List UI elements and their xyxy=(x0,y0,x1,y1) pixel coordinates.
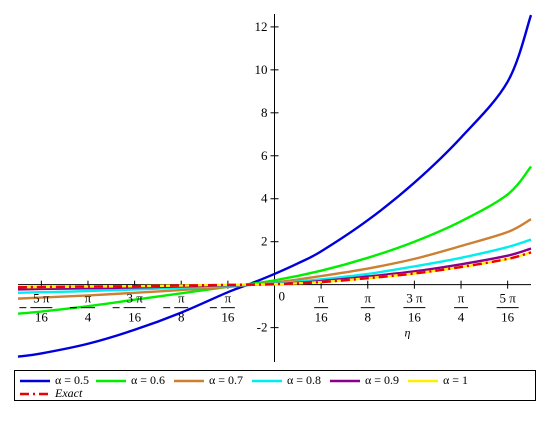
x-tick-denominator: 16 xyxy=(35,310,49,325)
legend-swatch xyxy=(330,379,360,383)
x-tick-denominator: 16 xyxy=(501,310,515,325)
legend-item: Exact xyxy=(19,387,95,400)
legend-swatch xyxy=(20,392,50,396)
legend-label: α = 0.6 xyxy=(131,373,166,387)
legend-label: α = 1 xyxy=(443,373,469,387)
series-layer xyxy=(17,14,533,358)
legend-label: α = 0.9 xyxy=(365,373,400,387)
x-tick-numerator: π xyxy=(364,291,371,306)
legend-label: Exact xyxy=(55,386,83,400)
series-line-2 xyxy=(17,165,532,315)
x-tick-numerator: π xyxy=(458,291,465,306)
y-tick-label: 6 xyxy=(261,148,268,163)
x-tick-denominator: 8 xyxy=(365,310,372,325)
x-tick-label: π8 xyxy=(360,291,375,325)
x-tick-denominator: 16 xyxy=(315,310,329,325)
x-tick-label: 5 π16 xyxy=(496,291,519,325)
y-tick-label: 10 xyxy=(255,62,268,77)
legend-label: α = 0.7 xyxy=(209,373,244,387)
x-tick-numerator: π xyxy=(318,291,325,306)
x-tick-label: 3 π16 xyxy=(403,291,426,325)
legend-item: α = 0.6 xyxy=(95,374,171,387)
x-tick-label: π4 xyxy=(454,291,469,325)
legend-label: α = 0.8 xyxy=(287,373,322,387)
series-line-7 xyxy=(17,251,532,289)
x-tick-label: π4 xyxy=(69,291,95,325)
x-tick-denominator: 16 xyxy=(128,310,142,325)
x-tick-denominator: 4 xyxy=(85,310,92,325)
y-tick-label: 4 xyxy=(261,191,268,206)
legend-swatch xyxy=(408,379,438,383)
legend-swatch xyxy=(20,379,50,383)
x-tick-numerator: π xyxy=(225,291,232,306)
x-tick-numerator: π xyxy=(85,291,92,306)
legend-label: α = 0.5 xyxy=(55,373,90,387)
legend-swatch xyxy=(96,379,126,383)
y-tick-label: 12 xyxy=(255,19,268,34)
x-tick-numerator: 3 π xyxy=(126,291,143,306)
x-tick-denominator: 4 xyxy=(458,310,465,325)
legend: α = 0.5 α = 0.6 α = 0.7 α = 0.8 α = 0.9 α = 1… xyxy=(14,370,536,401)
legend-swatch xyxy=(174,379,204,383)
x-tick-label: π8 xyxy=(163,291,189,325)
x-tick-label: π 16 xyxy=(314,291,329,325)
x-tick-numerator: π xyxy=(178,291,185,306)
x-tick-numerator: 5 π xyxy=(33,291,50,306)
series-line-1 xyxy=(17,14,533,358)
y-tick-label: 8 xyxy=(261,105,268,120)
x-tick-denominator: 16 xyxy=(221,310,235,325)
x-axis-label: η xyxy=(405,326,411,340)
y-tick-label: -2 xyxy=(257,320,268,335)
axes xyxy=(18,14,531,362)
x-tick-denominator: 16 xyxy=(408,310,422,325)
x-tick-label: 5 π16 xyxy=(19,291,53,325)
origin-label: 0 xyxy=(279,289,286,304)
x-tick-numerator: 3 π xyxy=(406,291,423,306)
legend-item: α = 0.7 xyxy=(173,374,249,387)
legend-item: α = 0.8 xyxy=(251,374,327,387)
legend-item: α = 1 xyxy=(407,374,483,387)
legend-item: α = 0.5 xyxy=(19,374,95,387)
x-tick-label: π 16 xyxy=(209,291,235,325)
x-tick-numerator: 5 π xyxy=(499,291,516,306)
x-tick-label: 3 π16 xyxy=(112,291,146,325)
legend-swatch xyxy=(252,379,282,383)
legend-item: α = 0.9 xyxy=(329,374,405,387)
y-tick-label: 2 xyxy=(261,234,268,249)
x-tick-denominator: 8 xyxy=(178,310,185,325)
